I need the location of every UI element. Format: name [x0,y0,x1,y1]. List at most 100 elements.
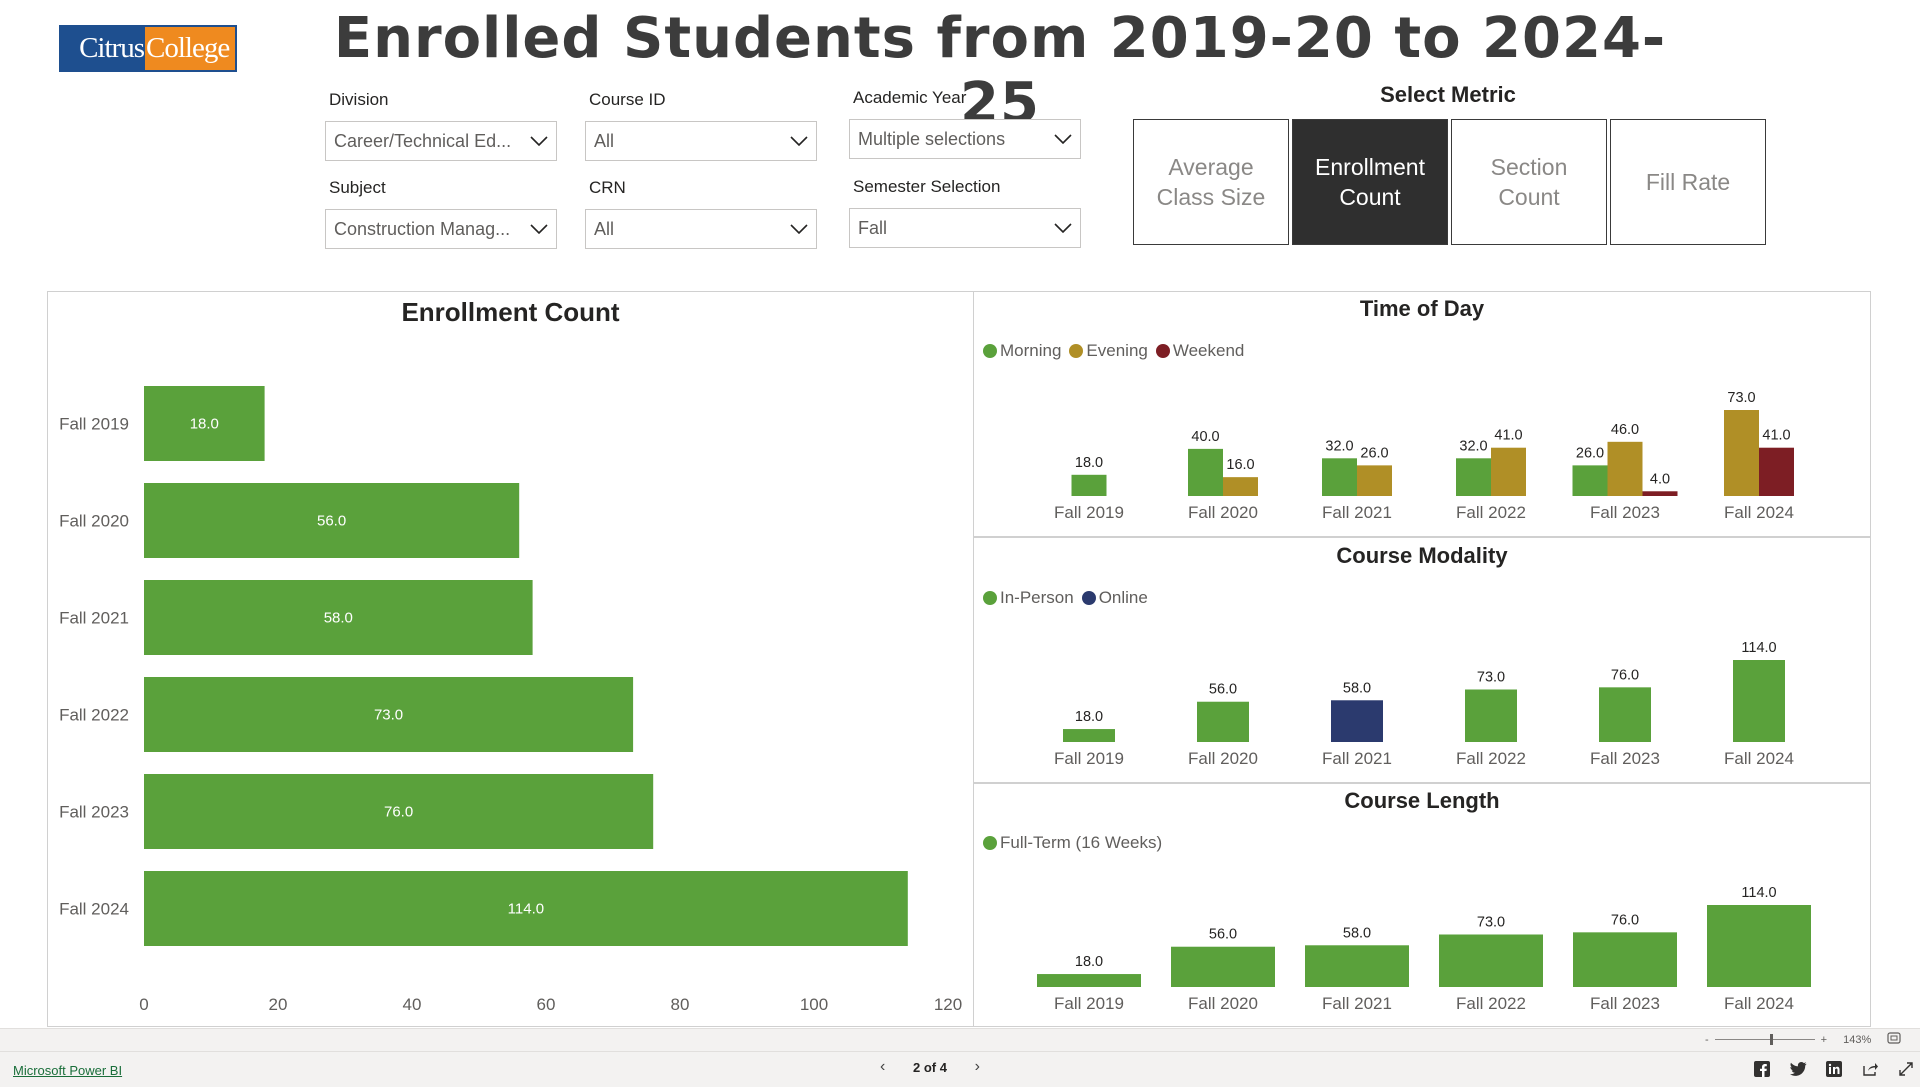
column-category-label: Fall 2022 [1456,503,1526,522]
legend-evening: Evening [1069,341,1148,361]
share-icons [1735,1060,1915,1078]
in-person-bar-fall-2023[interactable] [1599,687,1651,742]
full-term-16-weeks-bar-fall-2024[interactable] [1707,905,1811,987]
enrollment-category-label: Fall 2023 [59,803,129,822]
enrollment-category-label: Fall 2020 [59,512,129,531]
logo-part2: College [145,27,235,70]
division-dropdown[interactable]: Career/Technical Ed... [325,121,557,161]
chevron-down-icon [1046,120,1080,158]
morning-bar-fall-2021[interactable] [1322,458,1357,496]
chevron-down-icon [782,122,816,160]
zoom-slider-handle[interactable] [1769,1034,1773,1045]
enrollment-bar-fall-2023[interactable] [144,774,654,849]
academic-year-dropdown[interactable]: Multiple selections [849,119,1081,159]
enrollment-category-label: Fall 2021 [59,609,129,628]
weekend-bar-fall-2024[interactable] [1759,447,1794,496]
select-metric-title: Select Metric [1380,82,1516,107]
full-term-16-weeks-bar-fall-2021[interactable] [1305,945,1409,987]
enrollment-x-tick: 20 [269,995,288,1014]
enrollment-bar-fall-2024[interactable] [144,871,908,946]
column-data-label: 73.0 [1727,390,1755,406]
morning-bar-fall-2019[interactable] [1071,474,1107,496]
enrollment-data-label: 58.0 [324,610,353,627]
evening-bar-fall-2024[interactable] [1724,410,1759,496]
in-person-bar-fall-2020[interactable] [1197,701,1249,742]
column-category-label: Fall 2021 [1322,994,1392,1013]
next-page-icon[interactable]: › [974,1058,980,1075]
legend-morning: Morning [983,341,1061,361]
column-category-label: Fall 2021 [1322,749,1392,768]
powerbi-link[interactable]: Microsoft Power BI [13,1063,123,1078]
share-icon[interactable] [1861,1060,1879,1078]
time-of-day-panel: Time of Day Morning Evening Weekend 18.0… [973,291,1871,537]
time-of-day-chart: 18.0 Fall 2019 40.0 16.0 Fall 2020 32.0 26.0 Fa… [1054,390,1794,522]
page-title: Enrolled Students from 2019-20 to 2024-2… [333,6,1667,136]
evening-bar-fall-2021[interactable] [1357,465,1392,496]
zoom-control: - + 143% [1705,1032,1901,1047]
column-data-label: 4.0 [1650,471,1670,487]
enrollment-bar-fall-2020[interactable] [144,483,520,558]
in-person-bar-fall-2022[interactable] [1465,689,1517,742]
morning-bar-fall-2020[interactable] [1188,448,1223,496]
subject-label: Subject [329,178,386,197]
previous-page-icon[interactable]: ‹ [880,1058,886,1075]
expand-icon[interactable] [1897,1060,1915,1078]
column-category-label: Fall 2020 [1188,503,1258,522]
enrollment-data-label: 76.0 [384,804,413,821]
column-data-label: 58.0 [1343,925,1371,941]
column-category-label: Fall 2020 [1188,994,1258,1013]
enrollment-count-button[interactable]: Enrollment Count [1292,119,1448,245]
twitter-icon[interactable] [1789,1060,1807,1078]
column-category-label: Fall 2024 [1724,503,1794,522]
enrollment-bar-fall-2021[interactable] [144,580,533,655]
in-person-bar-fall-2019[interactable] [1063,729,1115,742]
course-modality-title: Course Modality [1336,543,1508,568]
crn-label: CRN [589,178,626,197]
enrollment-category-label: Fall 2024 [59,900,129,919]
weekend-bar-fall-2023[interactable] [1642,491,1678,496]
morning-bar-fall-2023[interactable] [1572,465,1608,496]
evening-bar-fall-2022[interactable] [1491,447,1526,496]
bottom-bar [0,1051,1920,1087]
enrollment-bar-fall-2022[interactable] [144,677,634,752]
zoom-out-button[interactable]: - [1705,1033,1709,1046]
zoom-in-button[interactable]: + [1820,1033,1828,1046]
online-bar-fall-2021[interactable] [1331,700,1383,742]
page-navigation: ‹ 2 of 4 › [880,1058,980,1076]
semester-dropdown[interactable]: Fall [849,208,1081,248]
full-term-16-weeks-bar-fall-2020[interactable] [1171,946,1275,987]
column-data-label: 73.0 [1477,914,1505,930]
facebook-icon[interactable] [1753,1060,1771,1078]
in-person-bar-fall-2024[interactable] [1733,660,1785,742]
logo-part1: Citrus [61,27,145,70]
column-data-label: 76.0 [1611,912,1639,928]
enrollment-data-label: 18.0 [190,416,219,433]
enrollment-bar-fall-2019[interactable] [144,386,265,461]
course-id-label: Course ID [589,90,666,109]
legend-online: Online [1081,588,1148,608]
crn-dropdown[interactable]: All [585,209,817,249]
fit-to-page-icon[interactable] [1887,1032,1901,1047]
time-of-day-title: Time of Day [1359,296,1485,321]
morning-bar-fall-2022[interactable] [1456,458,1491,496]
subject-dropdown[interactable]: Construction Manag... [325,209,557,249]
full-term-16-weeks-bar-fall-2019[interactable] [1037,974,1141,987]
enrollment-x-tick: 100 [800,995,828,1014]
full-term-16-weeks-bar-fall-2023[interactable] [1573,932,1677,987]
chevron-down-icon [522,122,556,160]
zoom-slider[interactable] [1714,1034,1815,1045]
evening-bar-fall-2020[interactable] [1223,477,1258,496]
course-length-title: Course Length [1344,788,1500,813]
average-class-size-button[interactable]: Average Class Size [1133,119,1289,245]
linkedin-icon[interactable] [1825,1060,1843,1078]
section-count-button[interactable]: Section Count [1451,119,1607,245]
column-data-label: 76.0 [1611,667,1639,683]
full-term-16-weeks-bar-fall-2022[interactable] [1439,934,1543,987]
column-data-label: 41.0 [1494,428,1522,444]
fill-rate-button[interactable]: Fill Rate [1610,119,1766,245]
course-id-dropdown[interactable]: All [585,121,817,161]
course-modality-panel: Course Modality In-Person Online 18.0 Fal… [973,537,1871,783]
evening-bar-fall-2023[interactable] [1607,441,1643,496]
column-data-label: 26.0 [1360,445,1388,461]
column-data-label: 32.0 [1459,438,1487,454]
